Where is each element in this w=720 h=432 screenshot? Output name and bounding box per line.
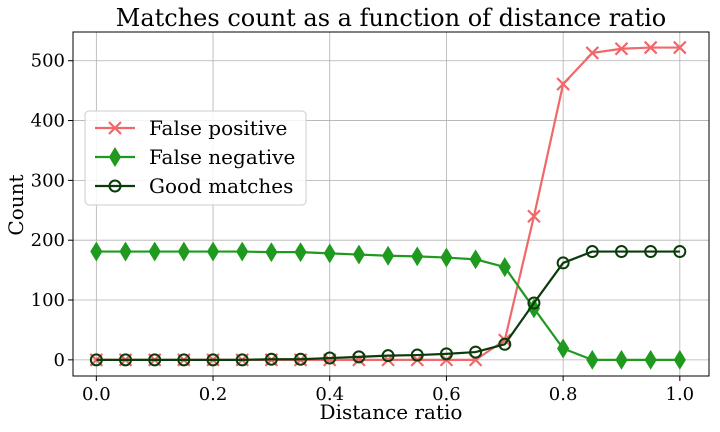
data-point-false-negative — [90, 241, 103, 262]
legend: False positive False negative Good matches — [84, 110, 307, 206]
data-point-false-negative — [469, 249, 482, 270]
series-line-false-negative — [96, 250, 680, 361]
data-point-good-matches — [294, 352, 308, 366]
legend-marker-false-negative — [108, 147, 122, 167]
data-point-false-negative — [119, 241, 132, 262]
data-point-good-matches — [469, 345, 483, 359]
data-point-good-matches — [352, 350, 366, 364]
data-point-false-negative — [352, 244, 365, 265]
y-tick-label: 400 — [31, 111, 65, 132]
data-point-false-negative — [177, 241, 190, 262]
data-point-good-matches — [323, 351, 337, 365]
data-point-good-matches — [206, 353, 220, 367]
x-tick-label: 0.4 — [315, 384, 344, 405]
data-point-good-matches — [614, 245, 628, 259]
legend-marker-good-matches — [108, 179, 122, 193]
data-point-good-matches — [148, 353, 162, 367]
data-point-false-positive — [673, 40, 687, 55]
legend-label-false-negative: False negative — [149, 145, 295, 169]
data-point-false-negative — [294, 242, 307, 263]
series-good-matches — [89, 245, 687, 367]
y-tick-label: 300 — [31, 170, 65, 191]
data-point-false-negative — [673, 349, 686, 370]
data-point-false-negative — [381, 245, 395, 266]
data-point-false-positive — [556, 77, 570, 91]
legend-marker-false-positive — [108, 121, 122, 135]
data-point-good-matches — [410, 348, 424, 362]
data-point-good-matches — [177, 353, 191, 367]
data-point-good-matches — [673, 245, 687, 259]
data-point-false-positive — [527, 209, 541, 224]
data-point-false-negative — [615, 349, 628, 370]
data-point-false-positive — [643, 40, 658, 55]
x-tick-label: 0.6 — [432, 384, 461, 405]
y-axis-label: Count — [4, 174, 28, 235]
ticks: 0.0 0.2 0.4 0.6 0.8 1.0 0 100 200 300 400 500 — [31, 51, 695, 405]
data-point-good-matches — [89, 353, 103, 367]
data-point-false-negative — [557, 338, 570, 359]
data-point-false-negative — [206, 241, 220, 262]
chart-title: Matches count as a function of distance … — [116, 4, 667, 32]
legend-label-false-positive: False positive — [149, 116, 287, 140]
x-tick-label: 0.8 — [549, 384, 578, 405]
x-tick-label: 0.2 — [199, 384, 228, 405]
data-point-false-negative — [586, 349, 599, 370]
data-point-good-matches — [527, 296, 541, 310]
data-point-good-matches — [264, 352, 278, 366]
data-point-good-matches — [644, 245, 658, 259]
data-point-good-matches — [585, 245, 599, 259]
series-line-good-matches — [96, 250, 680, 361]
y-tick-label: 100 — [31, 290, 65, 311]
data-point-false-negative — [236, 241, 249, 262]
data-point-false-negative — [644, 349, 657, 370]
data-point-false-negative — [323, 243, 336, 264]
data-point-good-matches — [439, 347, 453, 361]
data-point-good-matches — [381, 349, 395, 363]
data-point-false-negative — [440, 247, 453, 268]
data-point-good-matches — [235, 353, 249, 367]
y-tick-label: 200 — [31, 230, 65, 251]
data-point-false-negative — [498, 257, 511, 278]
data-point-false-negative — [411, 246, 424, 267]
data-point-false-positive — [585, 46, 600, 60]
y-tick-label: 0 — [54, 350, 65, 371]
data-point-false-negative — [265, 242, 278, 263]
x-axis-label: Distance ratio — [320, 400, 463, 424]
series-false-negative — [90, 241, 686, 370]
x-tick-label: 0.0 — [82, 384, 111, 405]
data-point-good-matches — [119, 353, 133, 367]
data-point-false-positive — [498, 333, 512, 347]
x-tick-label: 1.0 — [666, 384, 695, 405]
data-point-good-matches — [556, 256, 570, 270]
y-tick-label: 500 — [31, 51, 65, 72]
data-point-false-positive — [614, 41, 629, 56]
data-point-false-negative — [148, 241, 161, 262]
legend-label-good-matches: Good matches — [149, 174, 293, 198]
legend-box — [84, 110, 307, 206]
data-point-good-matches — [498, 337, 512, 351]
plot-frame — [72, 31, 710, 377]
series-layer — [89, 40, 687, 370]
